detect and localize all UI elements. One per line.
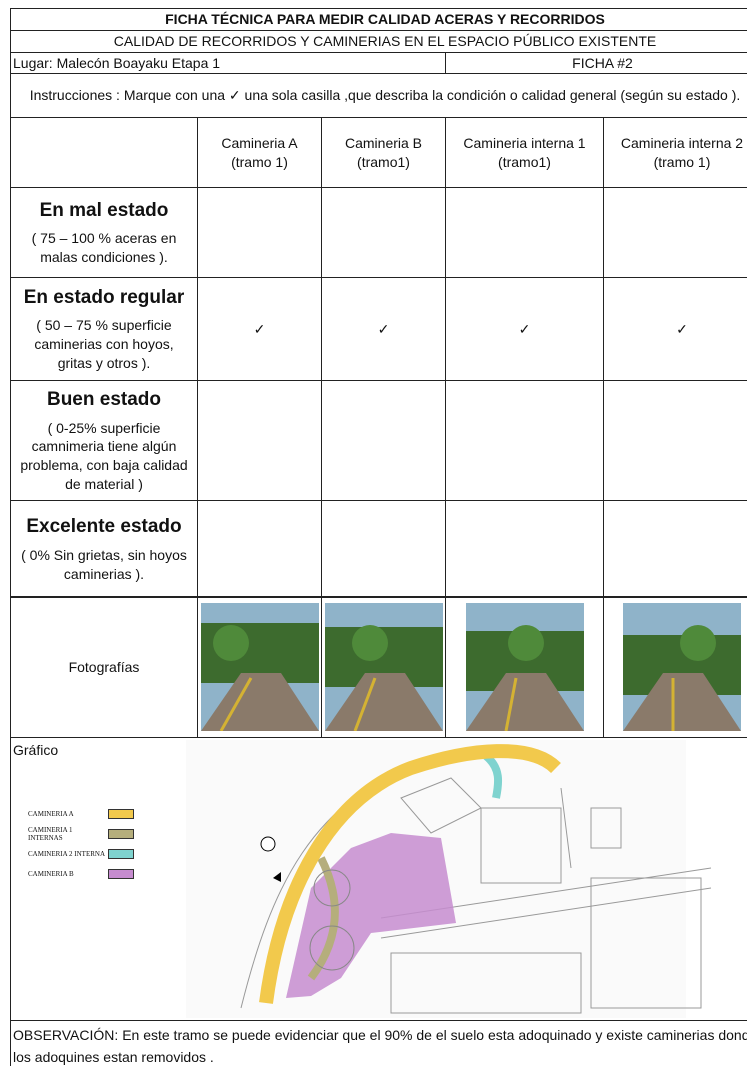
column-header-text: Camineria A (tramo 1) bbox=[221, 134, 297, 172]
legend-label: CAMINERIA 2 INTERNA bbox=[28, 850, 105, 858]
title: FICHA TÉCNICA PARA MEDIR CALIDAD ACERAS … bbox=[10, 8, 747, 31]
check-mark: ✓ bbox=[676, 320, 688, 337]
photo bbox=[623, 603, 741, 731]
check-cell: ✓ bbox=[445, 277, 604, 381]
check-mark: ✓ bbox=[253, 320, 266, 337]
arrow-icon bbox=[273, 872, 281, 882]
row-label-cell: Excelente estado ( 0% Sin grietas, sin ho… bbox=[10, 500, 198, 598]
legend-label: CAMINERIA B bbox=[28, 870, 74, 878]
column-tramo: (tramo1) bbox=[357, 153, 410, 170]
check-cell bbox=[445, 500, 604, 598]
check-cell bbox=[321, 187, 446, 278]
photo bbox=[465, 603, 584, 731]
check-cell bbox=[603, 380, 747, 501]
row-label: Excelente estado ( 0% Sin grietas, sin ho… bbox=[17, 514, 191, 583]
map-path-i1 bbox=[307, 856, 339, 981]
legend: CAMINERIA A CAMINERIA 1 INTERNAS CAMINERIA… bbox=[28, 804, 134, 884]
column-header: Camineria interna 1 (tramo1) bbox=[445, 117, 604, 188]
photo bbox=[324, 603, 443, 731]
legend-item: CAMINERIA B bbox=[28, 864, 134, 884]
legend-item: CAMINERIA 2 INTERNA bbox=[28, 844, 134, 864]
legend-swatch bbox=[108, 849, 134, 859]
legend-swatch bbox=[108, 869, 134, 879]
row-label: En mal estado ( 75 – 100 % aceras en mala… bbox=[17, 198, 191, 267]
row-label-cell: En mal estado ( 75 – 100 % aceras en mala… bbox=[10, 187, 198, 278]
check-cell bbox=[197, 380, 322, 501]
column-header: Camineria B (tramo1) bbox=[321, 117, 446, 188]
legend-swatch bbox=[108, 809, 134, 819]
map-circle bbox=[313, 869, 351, 907]
legend-swatch bbox=[108, 829, 134, 839]
row-description: ( 50 – 75 % superficie caminerias con ho… bbox=[34, 317, 174, 372]
column-tramo: (tramo 1) bbox=[231, 153, 288, 170]
legend-item: CAMINERIA 1 INTERNAS bbox=[28, 824, 134, 844]
photo bbox=[200, 603, 319, 731]
check-cell bbox=[321, 500, 446, 598]
ficha: FICHA #2 bbox=[445, 52, 747, 74]
legend-item: CAMINERIA A bbox=[28, 804, 134, 824]
check-cell bbox=[197, 187, 322, 278]
row-title: En estado regular bbox=[23, 286, 185, 308]
row-label-cell: Buen estado ( 0-25% superficie camnimeria… bbox=[10, 380, 198, 501]
observation: OBSERVACIÓN: En este tramo se puede evid… bbox=[10, 1020, 747, 1066]
row-description: ( 0% Sin grietas, sin hoyos caminerias )… bbox=[21, 546, 187, 582]
map-path-i2 bbox=[483, 752, 503, 799]
column-name: Camineria interna 2 bbox=[620, 134, 744, 151]
grafico-label: Gráfico bbox=[13, 742, 59, 758]
row-title: Excelente estado bbox=[26, 516, 182, 538]
map-path-a bbox=[259, 744, 561, 1004]
row-title: Buen estado bbox=[46, 388, 162, 410]
column-tramo: (tramo 1) bbox=[653, 153, 711, 170]
row-label: Buen estado ( 0-25% superficie camnimeria… bbox=[17, 387, 191, 494]
subtitle: CALIDAD DE RECORRIDOS Y CAMINERIAS EN EL… bbox=[10, 30, 747, 53]
column-header-text: Camineria interna 1 (tramo1) bbox=[463, 134, 585, 172]
photo-cell bbox=[197, 596, 322, 738]
column-header-text: Camineria interna 2 (tramo 1) bbox=[621, 134, 743, 172]
photo-cell bbox=[445, 596, 604, 738]
row-label-cell: En estado regular ( 50 – 75 % superficie … bbox=[10, 277, 198, 381]
column-header: Camineria interna 2 (tramo 1) bbox=[603, 117, 747, 188]
check-mark: ✓ bbox=[518, 320, 531, 337]
photos-label: Fotografías bbox=[10, 596, 198, 738]
photo-cell bbox=[603, 596, 747, 738]
observation-text: En este tramo se puede evidenciar que el… bbox=[13, 1027, 747, 1065]
observation-label: OBSERVACIÓN: bbox=[13, 1027, 119, 1043]
legend-label: CAMINERIA 1 INTERNAS bbox=[28, 826, 73, 842]
check-cell: ✓ bbox=[197, 277, 322, 381]
column-tramo: (tramo1) bbox=[498, 153, 551, 170]
map bbox=[186, 740, 712, 1018]
column-name: Camineria interna 1 bbox=[463, 134, 586, 151]
check-cell: ✓ bbox=[603, 277, 747, 381]
check-cell bbox=[445, 380, 604, 501]
lugar: Lugar: Malecón Boayaku Etapa 1 bbox=[10, 52, 446, 74]
row-label: En estado regular ( 50 – 75 % superficie … bbox=[17, 285, 191, 373]
map-circle bbox=[309, 925, 355, 971]
header-blank bbox=[10, 117, 198, 188]
legend-label: CAMINERIA A bbox=[28, 810, 74, 818]
instructions: Instrucciones : Marque con una ✓ una sol… bbox=[10, 73, 747, 118]
row-description: ( 75 – 100 % aceras en malas condiciones… bbox=[31, 230, 177, 266]
row-title: En mal estado bbox=[39, 199, 169, 221]
column-header-text: Camineria B (tramo1) bbox=[345, 134, 422, 172]
column-header: Camineria A (tramo 1) bbox=[197, 117, 322, 188]
check-cell bbox=[197, 500, 322, 598]
column-name: Camineria B bbox=[344, 134, 423, 151]
check-cell bbox=[603, 500, 747, 598]
photo-cell bbox=[321, 596, 446, 738]
check-cell bbox=[445, 187, 604, 278]
row-description: ( 0-25% superficie camnimeria tiene algú… bbox=[20, 419, 188, 493]
check-cell bbox=[321, 380, 446, 501]
check-cell bbox=[603, 187, 747, 278]
check-cell: ✓ bbox=[321, 277, 446, 381]
check-mark: ✓ bbox=[377, 320, 390, 337]
column-name: Camineria A bbox=[221, 134, 298, 151]
north-icon bbox=[260, 836, 276, 852]
